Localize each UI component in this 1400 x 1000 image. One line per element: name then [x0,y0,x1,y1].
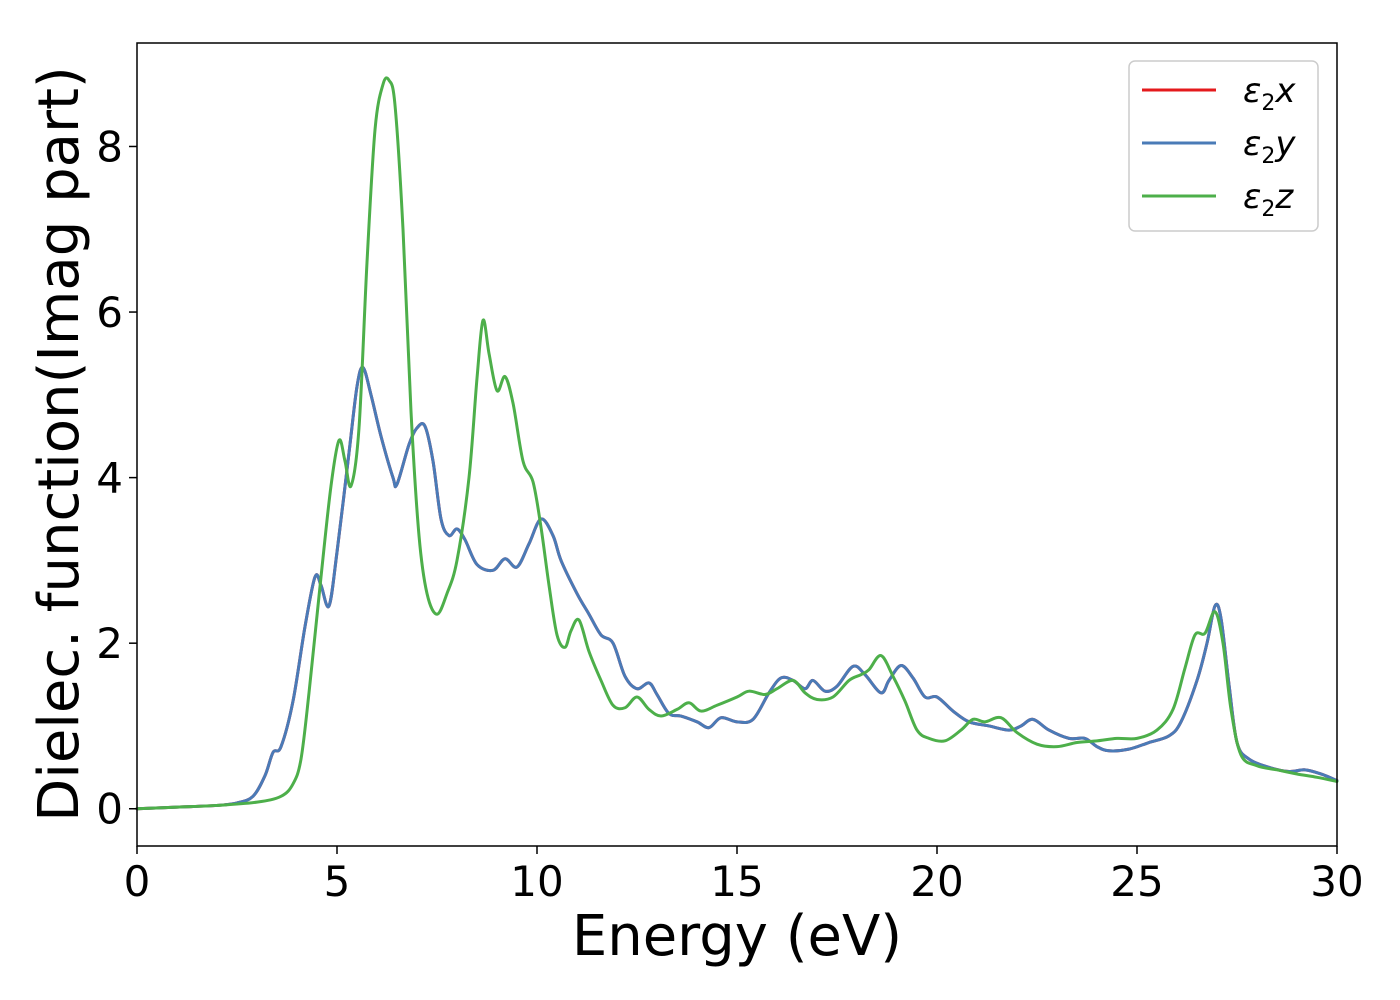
series-line-y [135,365,1339,811]
legend-label: ε2z [1243,177,1294,222]
y-axis-label: Dielec. function(Imag part) [27,66,92,822]
x-tick-label: 20 [910,857,963,906]
x-axis-label: Energy (eV) [572,904,902,969]
x-tick-label: 15 [710,857,763,906]
legend: ε2x ε2y ε2z [1128,60,1319,232]
legend-box [1128,60,1319,232]
y-tick-label: 0 [96,785,123,834]
x-tick-label: 0 [124,857,151,906]
x-tick-label: 10 [510,857,563,906]
y-axis: 0 2 4 6 8 [96,122,137,834]
legend-label: ε2x [1243,71,1296,116]
x-tick-label: 30 [1310,857,1363,906]
series-layer [135,76,1339,811]
y-tick-label: 6 [96,288,123,337]
y-tick-label: 2 [96,619,123,668]
legend-label: ε2y [1243,124,1296,169]
x-axis: 0 5 10 15 20 25 30 [124,846,1364,906]
y-tick-label: 8 [96,122,123,171]
y-tick-label: 4 [96,454,123,503]
x-tick-label: 25 [1110,857,1163,906]
series-line-z [135,76,1339,811]
x-tick-label: 5 [324,857,351,906]
